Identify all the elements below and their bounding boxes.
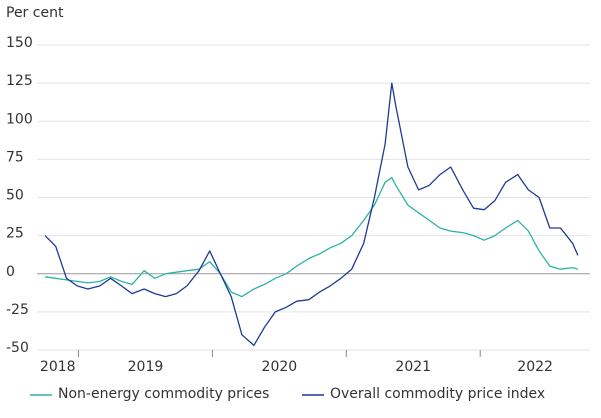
y-tick-label: 125 <box>6 73 33 89</box>
y-tick-label: 75 <box>6 149 24 165</box>
legend-label: Non-energy commodity prices <box>58 386 269 402</box>
y-tick-label: 50 <box>6 188 24 204</box>
x-tick-label: 2022 <box>517 359 553 375</box>
y-tick-label: -50 <box>6 340 29 356</box>
y-tick-label: 150 <box>6 35 33 51</box>
x-tick-label: 2020 <box>262 359 298 375</box>
y-tick-label: 25 <box>6 226 24 242</box>
legend-label: Overall commodity price index <box>330 386 545 402</box>
y-tick-label: 0 <box>6 264 15 280</box>
series-line <box>44 82 579 347</box>
x-tick-label: 2018 <box>40 359 76 375</box>
x-tick-label: 2019 <box>128 359 164 375</box>
y-tick-label: -25 <box>6 302 29 318</box>
x-tick-label: 2021 <box>395 359 431 375</box>
y-axis-label: Per cent <box>6 5 64 21</box>
series-line <box>44 177 579 298</box>
y-tick-label: 100 <box>6 111 33 127</box>
